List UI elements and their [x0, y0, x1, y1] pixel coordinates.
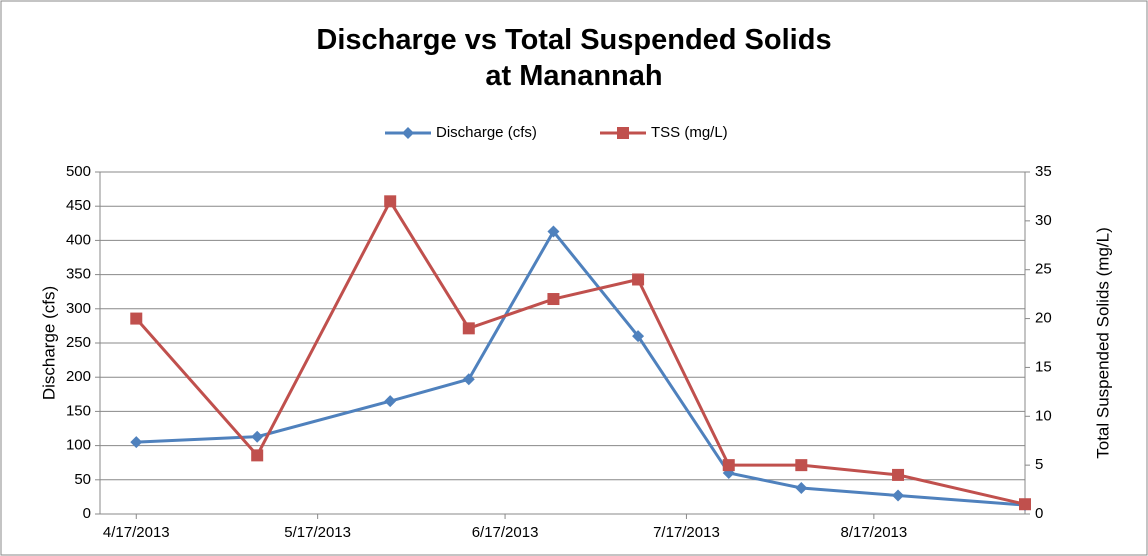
- data-point: [892, 489, 905, 502]
- y-tick-label: 0: [83, 505, 91, 522]
- y2-tick-label: 25: [1035, 261, 1052, 278]
- data-point: [384, 395, 397, 408]
- x-tick-label: 5/17/2013: [284, 524, 351, 541]
- chart-title: Discharge vs Total Suspended Solids at M…: [316, 24, 832, 92]
- data-point: [795, 459, 808, 472]
- y-tick-label: 250: [66, 334, 91, 351]
- y-tick-label: 200: [66, 368, 91, 385]
- series-line: [135, 198, 1026, 506]
- y2-tick-label: 35: [1035, 163, 1052, 180]
- legend-marker: [402, 127, 414, 139]
- data-point: [795, 482, 808, 495]
- data-point: [251, 449, 264, 462]
- data-point: [632, 330, 645, 343]
- data-point: [632, 273, 645, 286]
- data-point: [892, 468, 905, 481]
- y2-tick-label: 15: [1035, 358, 1052, 375]
- legend-label: TSS (mg/L): [651, 124, 728, 141]
- y-axis-title: Discharge (cfs): [39, 286, 58, 400]
- y-tick-label: 100: [66, 437, 91, 454]
- y2-axis-title: Total Suspended Solids (mg/L): [1093, 227, 1112, 459]
- data-point: [1019, 498, 1031, 511]
- y-tick-label: 50: [74, 471, 91, 488]
- y-tick-label: 450: [66, 197, 91, 214]
- data-point: [130, 436, 143, 449]
- data-point: [251, 430, 264, 443]
- x-tick-label: 4/17/2013: [103, 524, 170, 541]
- data-point: [722, 459, 735, 472]
- y-tick-label: 400: [66, 231, 91, 248]
- legend-label: Discharge (cfs): [436, 124, 537, 141]
- y2-tick-label: 0: [1035, 505, 1043, 522]
- data-point: [462, 373, 475, 386]
- data-point: [462, 322, 475, 335]
- y2-tick-label: 5: [1035, 456, 1043, 473]
- x-tick-label: 6/17/2013: [472, 524, 539, 541]
- data-point: [547, 293, 560, 306]
- y-tick-label: 150: [66, 402, 91, 419]
- y-tick-label: 300: [66, 300, 91, 317]
- y-tick-label: 500: [66, 163, 91, 180]
- legend-marker: [617, 127, 629, 139]
- y2-tick-label: 20: [1035, 310, 1052, 327]
- data-point: [384, 195, 397, 208]
- y-tick-label: 350: [66, 266, 91, 283]
- y2-tick-label: 10: [1035, 407, 1052, 424]
- data-point: [130, 312, 143, 325]
- y2-tick-label: 30: [1035, 212, 1052, 229]
- x-tick-label: 7/17/2013: [653, 524, 720, 541]
- series-line: [136, 228, 1026, 507]
- data-point: [547, 225, 560, 238]
- x-tick-label: 8/17/2013: [840, 524, 907, 541]
